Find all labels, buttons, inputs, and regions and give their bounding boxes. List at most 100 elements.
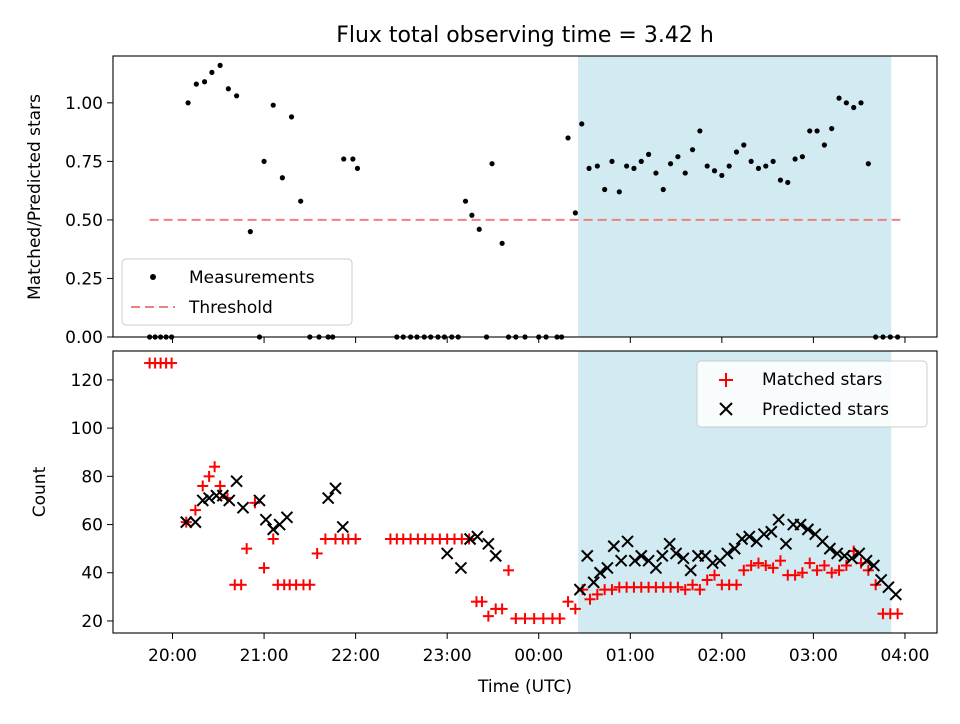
measurement-point bbox=[298, 198, 304, 204]
predicted-star-point bbox=[728, 542, 741, 555]
predicted-star-point bbox=[321, 491, 335, 505]
top-y-axis-label: Matched/Predicted stars bbox=[25, 94, 45, 300]
measurement-point bbox=[689, 147, 696, 153]
predicted-star-point bbox=[830, 547, 844, 560]
predicted-star-point bbox=[189, 515, 202, 529]
bottom-y-tick-label: 60 bbox=[81, 516, 103, 536]
bottom-y-axis-ticks: 20 40 60 80 100 120 bbox=[71, 371, 113, 632]
predicted-star-point bbox=[587, 576, 600, 589]
predicted-star-point bbox=[336, 520, 350, 534]
measurement-point bbox=[234, 93, 240, 99]
measurement-point bbox=[785, 179, 791, 186]
matched-star-point bbox=[767, 562, 779, 574]
predicted-star-point bbox=[743, 530, 756, 543]
x-tick-label: 00:00 bbox=[514, 646, 563, 666]
matched-star-point bbox=[818, 560, 830, 572]
measurement-point bbox=[807, 128, 813, 134]
predicted-star-point bbox=[463, 532, 477, 546]
predicted-star-point bbox=[196, 494, 209, 507]
top-y-tick-label: 1.00 bbox=[65, 94, 103, 114]
predicted-star-point bbox=[867, 559, 881, 572]
bottom-y-tick-label: 100 bbox=[71, 419, 103, 439]
measurement-point bbox=[270, 102, 276, 108]
measurement-point bbox=[201, 79, 208, 85]
matched-star-point bbox=[496, 603, 508, 615]
measurement-point bbox=[646, 151, 652, 157]
measurement-point bbox=[711, 168, 718, 174]
matched-star-point bbox=[189, 504, 201, 516]
matched-star-point bbox=[476, 596, 488, 608]
top-y-tick-label: 0.25 bbox=[65, 269, 103, 289]
bottom-legend-box bbox=[696, 360, 928, 428]
measurement-point bbox=[653, 170, 659, 176]
top-panel: 0.00 0.25 0.50 0.75 1.00 Flux total observin… bbox=[25, 23, 938, 348]
matched-star-point bbox=[752, 557, 764, 569]
predicted-star-point bbox=[649, 561, 663, 575]
measurement-point bbox=[638, 158, 644, 164]
matched-star-point bbox=[562, 596, 574, 608]
predicted-star-point bbox=[581, 549, 594, 563]
matched-star-point bbox=[840, 560, 852, 572]
top-y-tick-label: 0.75 bbox=[65, 152, 103, 172]
bottom-y-tick-label: 80 bbox=[81, 467, 103, 487]
predicted-star-point bbox=[236, 501, 250, 514]
measurement-point bbox=[616, 189, 622, 195]
predicted-star-point bbox=[765, 525, 778, 538]
predicted-star-point bbox=[628, 554, 642, 567]
top-legend-box bbox=[121, 258, 353, 326]
matched-star-point bbox=[672, 581, 684, 593]
predicted-star-point bbox=[607, 540, 621, 553]
predicted-star-point bbox=[440, 547, 454, 560]
predicted-star-point bbox=[482, 537, 495, 551]
predicted-star-point bbox=[794, 518, 807, 531]
matched-star-point bbox=[709, 569, 721, 581]
x-tick-label: 04:00 bbox=[880, 646, 929, 666]
measurement-point bbox=[469, 212, 475, 218]
predicted-star-point bbox=[677, 552, 690, 565]
predicted-star-point bbox=[663, 537, 676, 551]
measurement-point bbox=[821, 142, 827, 148]
predicted-star-point bbox=[471, 530, 484, 543]
measurement-point bbox=[631, 165, 637, 171]
measurement-point bbox=[697, 128, 703, 134]
measurement-point bbox=[594, 163, 600, 169]
matched-star-point bbox=[554, 613, 566, 625]
top-observing-window-shade bbox=[578, 56, 892, 337]
measurement-point bbox=[660, 186, 666, 193]
bottom-y-tick-label: 20 bbox=[81, 612, 103, 632]
predicted-star-point bbox=[721, 547, 734, 560]
measurement-point bbox=[225, 86, 231, 92]
measurement-point bbox=[602, 186, 608, 193]
predicted-star-point bbox=[889, 588, 903, 601]
top-y-tick-label: 0.00 bbox=[65, 328, 103, 348]
top-x-axis-ticks bbox=[172, 337, 906, 343]
predicted-star-point bbox=[635, 549, 648, 563]
matched-star-point bbox=[826, 567, 838, 579]
matched-star-point bbox=[482, 610, 494, 622]
matched-star-point bbox=[569, 603, 581, 615]
predicted-star-point bbox=[656, 549, 669, 563]
measurement-point bbox=[763, 163, 769, 169]
measurement-point bbox=[755, 165, 762, 171]
predicted-star-point bbox=[860, 554, 873, 567]
measurement-point bbox=[489, 161, 495, 167]
top-y-axis-ticks: 0.00 0.25 0.50 0.75 1.00 bbox=[65, 94, 113, 348]
predicted-star-point bbox=[684, 564, 697, 577]
measurement-point bbox=[741, 142, 747, 148]
predicted-star-point bbox=[180, 515, 193, 529]
predicted-star-point bbox=[259, 513, 273, 526]
matched-star-point bbox=[241, 543, 253, 555]
matched-star-point bbox=[694, 584, 706, 596]
x-tick-label: 01:00 bbox=[606, 646, 655, 666]
matched-star-point bbox=[304, 579, 316, 591]
measurement-point bbox=[209, 69, 215, 75]
measurement-point bbox=[726, 163, 732, 169]
matched-star-point bbox=[679, 584, 691, 596]
matched-star-point bbox=[267, 533, 279, 545]
measurement-point bbox=[586, 165, 592, 171]
top-y-tick-label: 0.50 bbox=[65, 211, 103, 231]
matched-star-point bbox=[811, 564, 823, 576]
measurement-point bbox=[843, 100, 849, 106]
matched-star-point bbox=[833, 564, 845, 576]
